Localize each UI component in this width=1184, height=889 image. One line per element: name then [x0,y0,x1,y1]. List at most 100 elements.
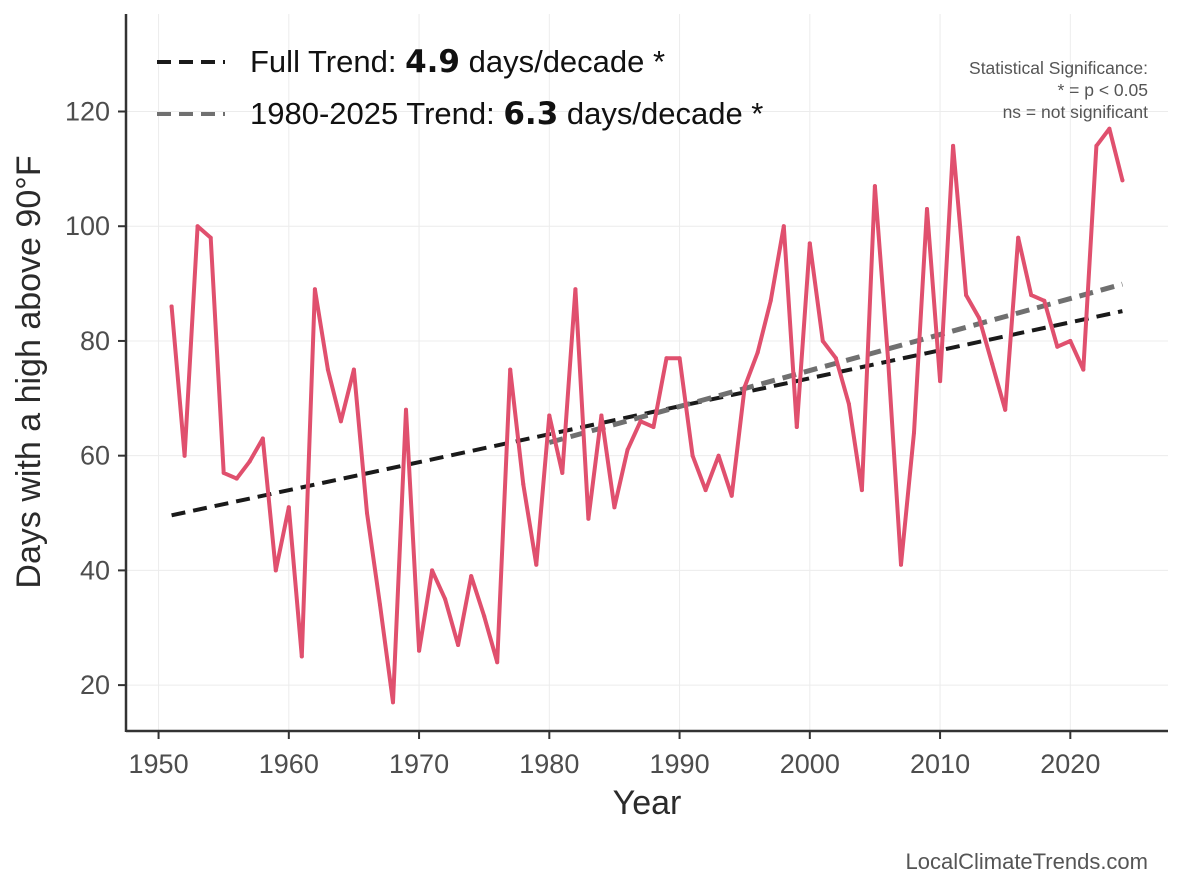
data-point [430,568,435,573]
y-tick-label: 20 [80,670,110,700]
y-axis-ticks: 20 40 60 80 100 120 [65,97,126,700]
data-point [247,459,252,464]
data-point [677,356,682,361]
data-point [755,350,760,355]
data-point [534,562,539,567]
data-point [638,419,643,424]
data-point [833,356,838,361]
legend-label-1980-2025-trend: 1980-2025 Trend: 6.3 days/decade * [250,96,763,132]
y-axis-title: Days with a high above 90°F [10,155,48,588]
data-point [625,447,630,452]
significance-ns: ns = not significant [1003,102,1149,122]
data-point [495,660,500,665]
data-point [312,287,317,292]
x-tick-label: 1990 [650,749,710,779]
data-point [912,430,916,435]
data-point [182,453,187,458]
x-axis-ticks: 1950 1960 1970 1980 1990 2000 2010 2020 [129,731,1100,779]
data-point [664,356,669,361]
data-point [846,402,851,406]
data-point [781,224,786,229]
data-point [273,568,278,573]
y-tick-label: 100 [65,211,110,241]
data-point [469,574,474,579]
data-point [208,235,213,240]
data-point [1055,344,1060,349]
data-point [547,413,552,418]
data-point [1120,178,1125,183]
data-point [703,488,708,493]
data-point [482,614,487,619]
y-tick-label: 40 [80,555,110,585]
data-point [573,287,578,292]
data-point [365,511,369,515]
data-point [886,356,890,361]
y-tick-label: 120 [65,97,110,127]
data-point [742,384,747,389]
data-point [820,339,825,343]
data-point [338,419,343,424]
x-tick-label: 1980 [519,749,579,779]
y-tick-label: 80 [80,326,110,356]
data-point [899,562,903,567]
x-tick-label: 1960 [259,749,319,779]
data-point [1016,235,1021,240]
x-tick-label: 2020 [1040,749,1100,779]
data-point [599,413,604,418]
data-point [690,453,695,458]
data-point [378,602,382,607]
data-series [169,126,1125,705]
data-point [729,493,734,498]
data-point [260,436,265,441]
data-point [612,505,617,510]
data-point [1068,339,1073,343]
data-point [990,361,995,366]
data-point [794,425,799,429]
data-point [586,516,591,521]
significance-note: Statistical Significance: * = p < 0.05 n… [969,58,1148,122]
data-point [651,425,656,429]
data-point [1003,407,1008,412]
data-point [951,143,956,148]
data-point [325,367,330,372]
y-tick-label: 60 [80,441,110,471]
data-point [560,470,565,475]
x-tick-label: 1950 [129,749,189,779]
data-point [1029,293,1034,298]
significance-p-value: * = p < 0.05 [1058,80,1149,100]
x-tick-label: 1970 [389,749,449,779]
data-point [716,453,721,458]
data-point [351,367,356,372]
data-point [286,505,291,510]
data-point [964,293,969,298]
x-tick-label: 2010 [910,749,970,779]
data-point [443,597,448,602]
data-point [417,648,422,653]
data-point [456,643,461,647]
series-line [169,126,1125,705]
data-point [1094,143,1099,148]
data-point [508,367,513,372]
data-point [872,184,877,189]
data-point [299,654,304,659]
data-point [169,304,174,309]
legend-label-full-trend: Full Trend: 4.9 days/decade * [250,44,665,80]
data-point [234,476,239,481]
data-point [221,470,226,475]
significance-title: Statistical Significance: [969,58,1148,78]
data-point [859,488,864,493]
data-point [807,241,812,246]
data-point [977,316,982,320]
data-point [925,207,929,211]
data-point [938,379,943,384]
axes [124,14,1168,733]
legend: Full Trend: 4.9 days/decade * 1980-2025 … [157,44,763,132]
data-point [1107,126,1112,131]
data-point [391,700,395,705]
data-point [404,407,408,412]
x-axis-title: Year [613,784,682,822]
data-point [1042,298,1047,303]
data-point [1081,367,1086,372]
data-point [768,298,773,303]
